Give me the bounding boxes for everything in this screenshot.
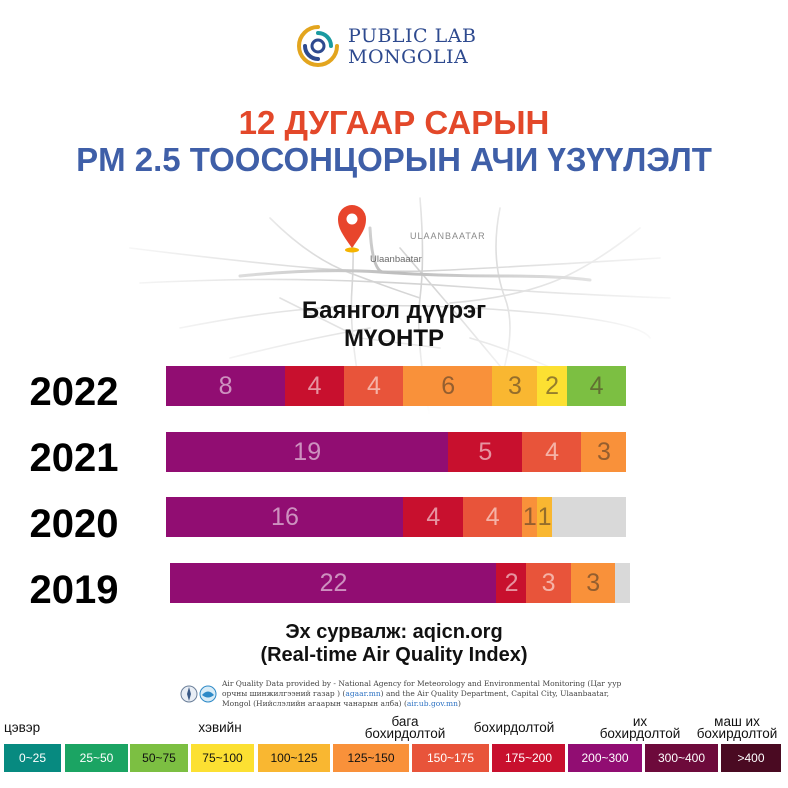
bar-segment: 4 — [403, 497, 464, 537]
agency-logos-icon — [180, 685, 217, 703]
bar-value-label: 8 — [218, 371, 233, 400]
location-pin-icon — [338, 205, 366, 253]
legend-box: 125~150 — [333, 744, 409, 772]
legend-range: 200~300 — [581, 751, 629, 765]
bar-segment: 4 — [522, 432, 582, 472]
stacked-bar: 19 5 4 3 — [166, 432, 627, 472]
credit-text-2: ) and the Air Quality Department, Capita… — [222, 689, 609, 708]
bar-value-label: 22 — [319, 568, 348, 597]
bar-value-label: 4 — [307, 371, 322, 400]
bar-segment: 4 — [344, 366, 404, 406]
logo-text-line1: PUBLIC LAB — [348, 25, 477, 47]
bar-value-label: 4 — [367, 371, 381, 400]
bar-segment: 3 — [526, 563, 572, 603]
bar-segment: 5 — [447, 432, 523, 472]
source-line2: (Real-time Air Quality Index) — [260, 644, 528, 666]
bar-value-label: 4 — [426, 502, 441, 531]
legend-box: 300~400 — [645, 744, 718, 772]
legend-box: 175~200 — [492, 744, 565, 772]
map-label-city: Ulaanbaatar — [370, 254, 422, 265]
legend-label-very-polluted: их бохирдолтой — [599, 714, 681, 741]
data-credit: Air Quality Data provided by - National … — [222, 679, 622, 709]
air-ub-link[interactable]: air.ub.gov.mn — [406, 699, 458, 708]
bar-segment-remainder — [551, 497, 627, 537]
legend-box: 200~300 — [568, 744, 642, 772]
bar-value-label: 5 — [478, 437, 493, 466]
legend-label-clean: цэвэр — [4, 720, 41, 735]
legend-label-extremely-polluted: маш их бохирдолтой — [696, 714, 778, 741]
bar-value-label: 2 — [545, 371, 559, 400]
legend-box: 150~175 — [412, 744, 489, 772]
legend-box: >400 — [721, 744, 781, 772]
year-label: 2019 — [29, 568, 119, 612]
legend-label-slightly-polluted: бага бохирдолтой — [364, 714, 446, 741]
bar-value-label: 19 — [293, 437, 322, 466]
title-line2: PM 2.5 ТООСОНЦОРЫН АЧИ ҮЗҮҮЛЭЛТ — [76, 141, 712, 178]
map-label-upper: ULAANBAATAR — [410, 231, 486, 241]
bar-segment: 1 — [522, 497, 538, 537]
bar-segment: 2 — [496, 563, 527, 603]
legend-range: 150~175 — [426, 751, 475, 765]
agaar-link[interactable]: agaar.mn — [345, 689, 381, 698]
bar-value-label: 1 — [522, 502, 537, 531]
bar-segment: 8 — [166, 366, 286, 406]
bar-value-label: 4 — [485, 502, 500, 531]
bar-value-label: 6 — [441, 371, 456, 400]
bar-value-label: 1 — [537, 502, 552, 531]
bar-segment: 1 — [536, 497, 553, 537]
legend-range: 175~200 — [504, 751, 553, 765]
year-label: 2021 — [29, 436, 119, 480]
legend-range: 125~150 — [347, 751, 395, 765]
legend-range: 75~100 — [202, 751, 243, 765]
legend-label-polluted: бохирдолтой — [473, 720, 555, 735]
legend-box: 25~50 — [65, 744, 128, 772]
legend-box: 100~125 — [258, 744, 330, 772]
bar-segment: 19 — [166, 432, 449, 472]
legend-range: >400 — [737, 751, 765, 765]
legend-box: 50~75 — [130, 744, 188, 772]
location-line2: МҮОНТР — [343, 325, 444, 352]
credit-text-1: Air Quality Data provided by - National … — [222, 679, 622, 698]
source-line1: Эх сурвалж: aqicn.org — [285, 621, 503, 643]
legend-range: 100~125 — [270, 751, 318, 765]
credit-text-3: ) — [457, 699, 461, 708]
location-line1: Баянгол дүүрэг — [301, 297, 487, 324]
bar-segment: 4 — [566, 366, 627, 406]
logo-text-line2: MONGOLIA — [348, 46, 469, 68]
legend-range: 50~75 — [142, 751, 176, 765]
legend-range: 0~25 — [18, 751, 47, 765]
bar-value-label: 2 — [504, 568, 519, 597]
bar-segment: 6 — [403, 366, 493, 406]
year-label: 2022 — [29, 370, 119, 414]
legend-range: 300~400 — [657, 751, 706, 765]
bar-value-label: 3 — [586, 568, 601, 597]
bar-value-label: 3 — [541, 568, 556, 597]
legend-label-normal: хэвийн — [198, 720, 242, 735]
stacked-bar: 22 2 3 3 — [170, 563, 631, 603]
bar-segment: 22 — [170, 563, 497, 603]
bar-value-label: 3 — [597, 437, 611, 466]
bar-segment: 3 — [570, 563, 616, 603]
bar-segment: 2 — [536, 366, 568, 406]
bar-value-label: 4 — [545, 437, 559, 466]
legend-box: 0~25 — [4, 744, 61, 772]
bar-segment: 16 — [166, 497, 404, 537]
public-lab-logo: PUBLIC LAB MONGOLIA — [296, 22, 496, 72]
bar-value-label: 4 — [589, 371, 604, 400]
logo-mark-icon — [297, 25, 339, 67]
title-line1: 12 ДУГААР САРЫН — [238, 104, 550, 141]
bar-segment: 4 — [284, 366, 345, 406]
year-label: 2020 — [29, 502, 119, 546]
bar-segment: 4 — [462, 497, 523, 537]
bar-segment: 3 — [492, 366, 538, 406]
bar-segment: 3 — [581, 432, 627, 472]
legend-range: 25~50 — [79, 751, 114, 765]
bar-value-label: 16 — [271, 502, 299, 531]
legend-box: 75~100 — [191, 744, 254, 772]
bar-segment-remainder — [615, 563, 631, 603]
stacked-bar: 16 4 4 1 1 — [166, 497, 627, 537]
bar-value-label: 3 — [507, 371, 522, 400]
